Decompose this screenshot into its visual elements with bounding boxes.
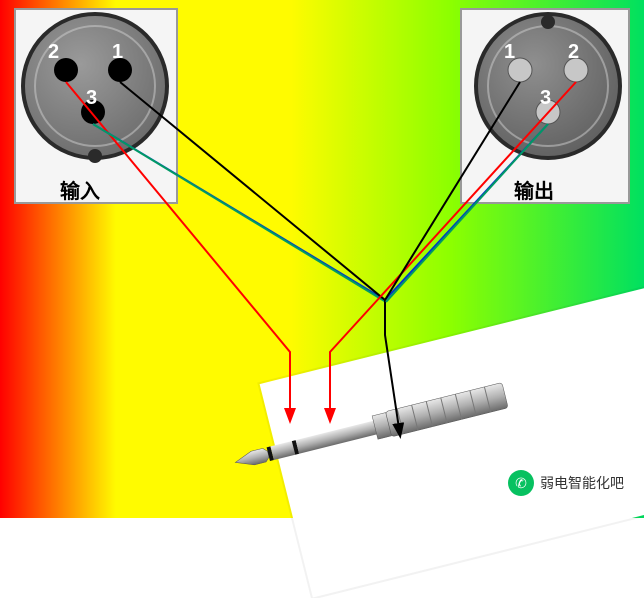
output-label: 输出 — [514, 175, 554, 204]
watermark-text: 弱电智能化吧 — [540, 473, 624, 493]
watermark: ✆ 弱电智能化吧 — [500, 466, 632, 500]
input-label: 输入 — [60, 175, 100, 204]
wechat-icon: ✆ — [508, 470, 534, 496]
